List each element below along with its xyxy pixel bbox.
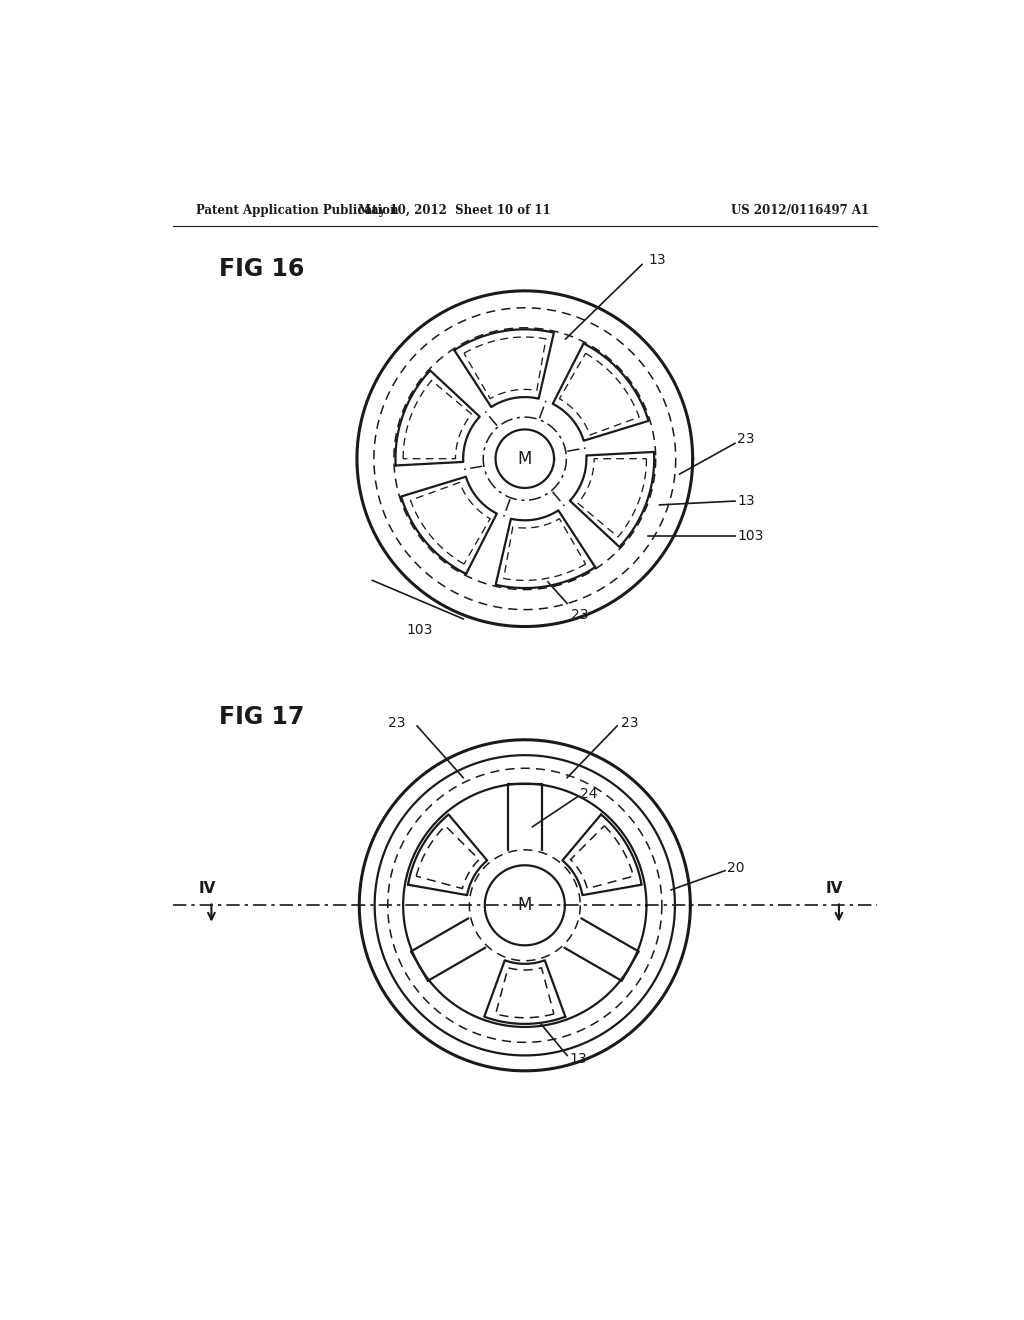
Text: 23: 23 [737, 433, 755, 446]
Text: 13: 13 [737, 494, 755, 508]
Text: IV: IV [199, 880, 216, 896]
Text: 23: 23 [621, 715, 639, 730]
Text: M: M [517, 896, 532, 915]
Text: Patent Application Publication: Patent Application Publication [196, 205, 398, 218]
Text: 24: 24 [581, 788, 598, 801]
Text: M: M [517, 450, 532, 467]
Text: 13: 13 [648, 253, 666, 267]
Text: 103: 103 [737, 529, 764, 543]
Text: May 10, 2012  Sheet 10 of 11: May 10, 2012 Sheet 10 of 11 [357, 205, 550, 218]
Text: US 2012/0116497 A1: US 2012/0116497 A1 [731, 205, 869, 218]
Text: 13: 13 [569, 1052, 587, 1067]
Text: IV: IV [826, 880, 843, 896]
Text: FIG 16: FIG 16 [219, 257, 304, 281]
Text: 23: 23 [388, 715, 406, 730]
Text: 23: 23 [571, 609, 589, 622]
Text: 20: 20 [727, 862, 744, 875]
Text: 103: 103 [407, 623, 432, 638]
Text: FIG 17: FIG 17 [219, 705, 304, 729]
